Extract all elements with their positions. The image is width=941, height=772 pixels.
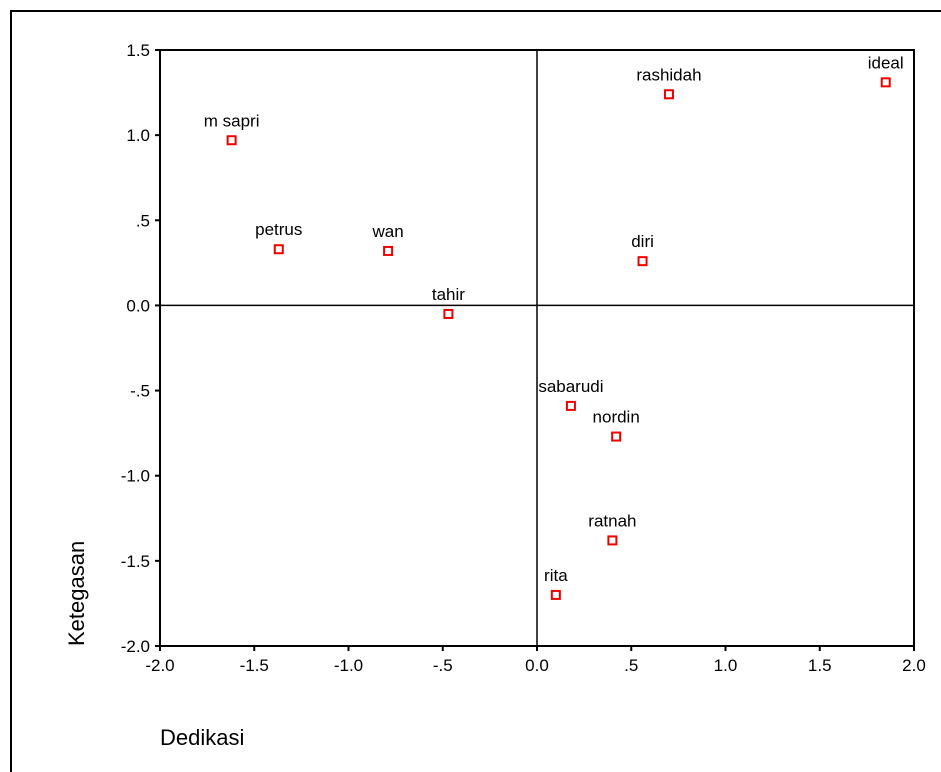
x-axis-title: Dedikasi [160,725,244,750]
data-point-label: diri [631,232,654,251]
data-point-marker [226,135,237,146]
data-point-label: wan [371,222,403,241]
y-tick-label: -.5 [130,382,150,401]
data-point-label: ideal [868,53,904,72]
x-axis-ticks: -2.0 -1.5 -1.0 -.5 0.0 .5 1.0 1.5 2.0 [145,646,926,675]
data-point-marker [565,400,576,411]
data-point-marker [663,89,674,100]
data-point-marker [607,535,618,546]
x-tick-label: 0.0 [525,656,549,675]
chart-frame [10,10,941,772]
y-tick-label: -2.0 [121,637,150,656]
data-point-marker [880,77,891,88]
data-points: m sapri petrus wan tahir rashidah ideal diri sa… [204,53,904,600]
y-tick-label: -1.5 [121,552,150,571]
y-tick-label: 1.0 [126,126,150,145]
y-tick-label: .5 [136,211,150,230]
y-tick-label: -1.0 [121,467,150,486]
y-axis-title: Ketegasan [64,541,89,646]
data-point-label: rashidah [636,65,701,84]
data-point-marker [611,431,622,442]
x-tick-label: .5 [624,656,638,675]
x-tick-label: -.5 [433,656,453,675]
data-point-label: tahir [432,285,465,304]
data-point-marker [273,244,284,255]
x-tick-label: 1.0 [714,656,738,675]
x-tick-label: -1.5 [240,656,269,675]
data-point-label: nordin [593,408,640,427]
data-point-label: m sapri [204,111,260,130]
x-tick-label: -1.0 [334,656,363,675]
data-point-marker [637,256,648,267]
data-point-label: rita [544,566,568,585]
data-point-label: sabarudi [538,377,603,396]
data-point-label: ratnah [588,511,636,530]
x-tick-label: 2.0 [902,656,926,675]
data-point-marker [550,589,561,600]
reference-lines [160,50,914,646]
data-point-marker [383,245,394,256]
data-point-marker [443,308,454,319]
x-tick-label: -2.0 [145,656,174,675]
y-tick-label: 0.0 [126,296,150,315]
data-point-label: petrus [255,220,302,239]
x-tick-label: 1.5 [808,656,832,675]
y-axis-ticks: 1.5 1.0 .5 0.0 -.5 -1.0 -1.5 -2.0 [121,41,160,656]
y-tick-label: 1.5 [126,41,150,60]
